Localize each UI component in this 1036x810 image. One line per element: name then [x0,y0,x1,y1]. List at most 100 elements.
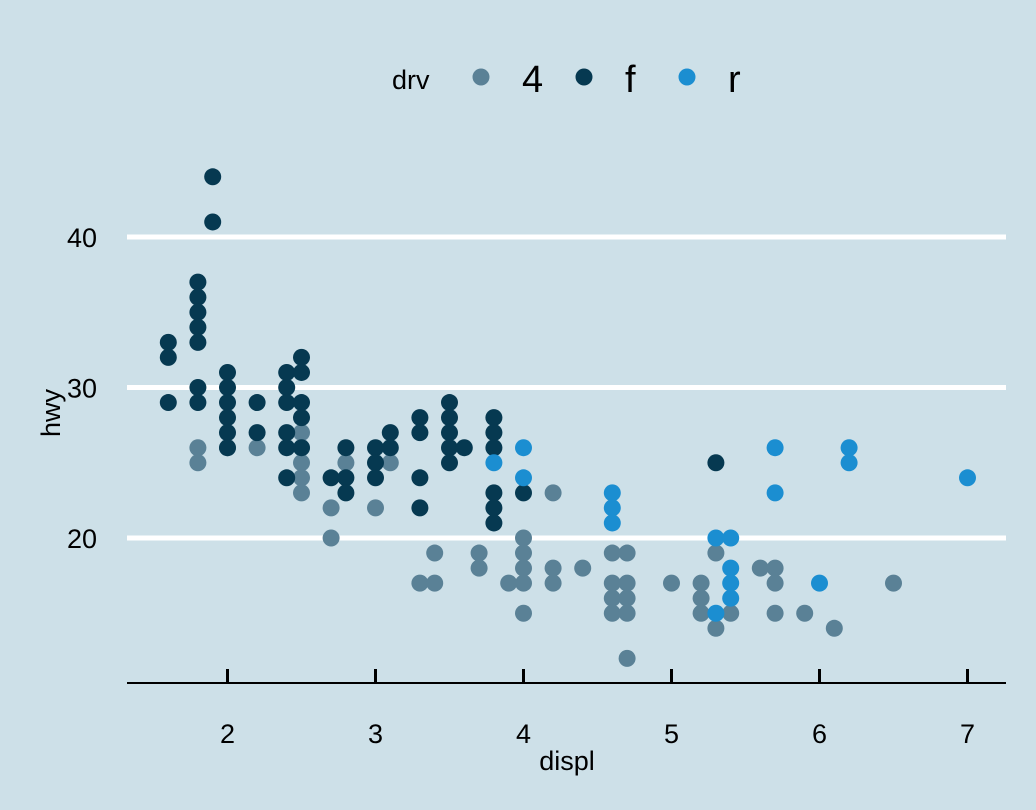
data-point [189,288,207,306]
data-point [189,379,207,396]
data-point [219,424,236,442]
x-tick-label: 3 [368,719,383,749]
data-point [337,484,355,502]
data-point [766,559,784,577]
data-point [367,439,384,457]
data-point [722,574,740,592]
series-r [485,439,976,622]
legend-label: f [625,59,636,101]
legend-label: r [728,59,741,101]
data-point [219,409,236,427]
data-point [441,454,458,472]
data-point [293,469,310,487]
data-point [322,499,340,517]
x-tick-label: 2 [220,719,235,749]
legend: drv 4 f r [392,59,741,101]
x-tick-label: 4 [516,719,531,749]
x-axis-tick-labels: 2 3 4 5 6 7 [220,719,975,749]
data-point [603,484,621,502]
data-point [322,469,340,487]
data-point [618,574,636,592]
data-point [219,439,236,457]
legend-key [678,68,696,86]
data-point [411,469,429,487]
data-point [722,559,740,577]
data-point [189,318,207,336]
data-point [278,379,296,396]
data-point [766,604,784,622]
data-point [485,484,503,502]
data-point [381,424,399,442]
series-f [159,168,725,532]
data-point [663,574,680,592]
data-point [411,499,429,517]
data-point [411,574,429,592]
data-point [959,469,976,487]
data-point [544,574,562,592]
x-axis-title: displ [539,746,595,776]
data-point [278,363,296,381]
x-tick-label: 5 [664,719,679,749]
data-point [381,439,399,457]
data-point [455,439,473,457]
data-point [278,424,296,442]
y-tick-label: 30 [67,374,97,404]
data-point [278,439,296,457]
data-point [544,559,562,577]
data-point [470,544,488,562]
data-point [367,499,384,517]
x-tick-label: 7 [960,719,975,749]
x-tick-label: 6 [812,719,827,749]
data-point [189,273,207,291]
data-point [766,484,784,502]
y-tick-label: 20 [67,524,97,554]
data-point [515,604,532,622]
data-point [500,574,518,592]
data-point [766,439,784,457]
data-point [367,454,384,472]
data-point [722,589,740,607]
gridlines [127,234,1006,541]
data-point [618,649,636,667]
data-point [603,589,621,607]
data-point [618,604,636,622]
data-point [707,529,725,547]
data-point [692,604,710,622]
data-point [411,424,429,442]
data-point [692,589,710,607]
data-point [248,394,266,412]
data-point [707,454,725,472]
data-point [293,454,310,472]
data-point [159,394,177,412]
data-point [337,469,355,487]
data-point [159,348,177,366]
legend-entries: 4 f r [472,59,741,101]
data-point [293,348,310,366]
series-4 [189,424,902,667]
data-point [485,409,503,427]
legend-key [575,68,593,86]
data-points [159,168,976,667]
data-point [293,394,310,412]
y-axis-title: hwy [36,388,66,437]
data-point [381,454,399,472]
data-point [204,168,222,186]
data-point [367,469,384,487]
data-point [470,559,488,577]
data-point [441,424,458,442]
data-point [189,439,207,457]
data-point [885,574,902,592]
data-point [692,574,710,592]
data-point [293,484,310,502]
data-point [219,363,236,381]
data-point [722,604,740,622]
data-point [485,514,503,532]
data-point [515,484,532,502]
data-point [411,409,429,427]
data-point [603,604,621,622]
legend-label: 4 [522,59,543,101]
data-point [219,379,236,396]
data-point [603,514,621,532]
y-axis-tick-labels: 20 30 40 [67,223,97,554]
data-point [796,604,814,622]
